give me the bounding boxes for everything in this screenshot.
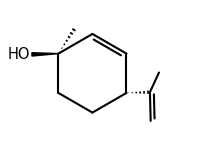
Polygon shape	[32, 53, 58, 56]
Text: HO: HO	[8, 47, 30, 62]
